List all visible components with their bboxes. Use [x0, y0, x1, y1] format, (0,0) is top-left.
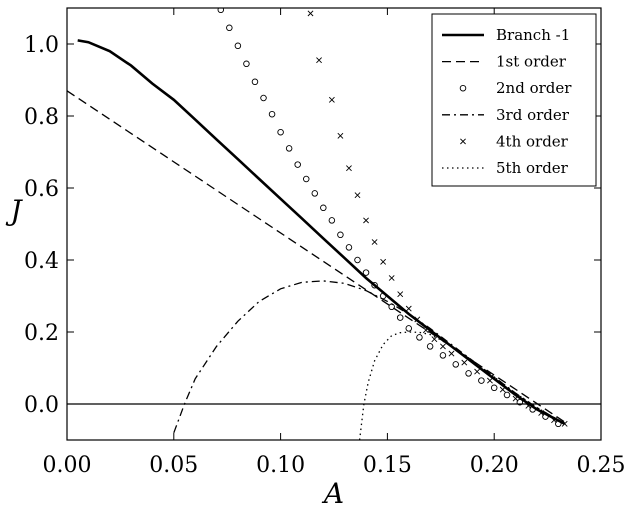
y-tick-label: 0.8: [24, 105, 59, 130]
point-2nd-order: [416, 334, 423, 341]
point-4th-order: [440, 343, 446, 350]
series-1st-order: [67, 90, 566, 423]
point-4th-order: [431, 336, 438, 343]
point-2nd-order: [426, 343, 434, 350]
point-4th-order: [487, 377, 493, 384]
point-4th-order: [525, 402, 532, 409]
point-2nd-order: [320, 204, 327, 212]
x-tick-label: 0.20: [470, 453, 519, 478]
point-4th-order: [328, 96, 335, 103]
legend-swatch-4th-order: [460, 138, 466, 145]
point-4th-order: [397, 291, 404, 298]
x-tick-label: 0.15: [363, 453, 412, 478]
point-2nd-order: [452, 361, 460, 368]
point-4th-order: [346, 165, 352, 172]
x-tick-label: 0.10: [256, 453, 305, 478]
y-tick-label: 1.0: [24, 33, 59, 58]
legend-label-2nd-order: 2nd order: [496, 79, 572, 97]
point-2nd-order: [490, 384, 498, 392]
point-4th-order: [461, 359, 468, 366]
point-2nd-order: [354, 256, 361, 264]
point-2nd-order: [555, 420, 562, 428]
point-2nd-order: [405, 325, 413, 332]
point-2nd-order: [337, 231, 344, 239]
point-4th-order: [337, 132, 344, 139]
point-2nd-order: [302, 175, 310, 183]
point-2nd-order: [542, 413, 549, 420]
legend-swatch-2nd-order: [459, 84, 467, 92]
point-2nd-order: [234, 42, 242, 50]
point-2nd-order: [516, 398, 524, 406]
point-2nd-order: [388, 303, 395, 311]
point-4th-order: [363, 217, 369, 224]
y-axis-label: J: [5, 194, 23, 227]
x-tick-label: 0.00: [43, 453, 92, 478]
series-3rd-order: [173, 280, 566, 434]
point-4th-order: [448, 350, 455, 357]
point-2nd-order: [277, 128, 284, 136]
point-2nd-order: [226, 24, 233, 32]
y-tick-label: 0.2: [24, 321, 59, 346]
point-4th-order: [512, 395, 519, 402]
point-2nd-order: [328, 217, 336, 224]
point-4th-order: [388, 275, 395, 281]
point-4th-order: [474, 368, 481, 375]
point-4th-order: [538, 410, 545, 416]
x-tick-label: 0.05: [149, 453, 198, 478]
legend-box: [431, 13, 597, 187]
point-2nd-order: [371, 281, 378, 289]
point-4th-order: [405, 305, 412, 312]
point-4th-order: [316, 57, 322, 64]
point-4th-order: [414, 316, 421, 323]
point-2nd-order: [503, 391, 511, 399]
plot-frame: [66, 7, 602, 441]
point-2nd-order: [243, 60, 250, 68]
y-tick-label: 0.4: [24, 249, 59, 274]
point-2nd-order: [529, 406, 536, 413]
point-2nd-order: [311, 190, 319, 197]
point-4th-order: [422, 327, 429, 334]
legend-label-5th-order: 5th order: [496, 159, 569, 177]
point-4th-order: [307, 10, 314, 17]
legend: Branch -1 1st order 2nd order 3rd order 4th …: [431, 13, 597, 187]
point-2nd-order: [478, 377, 485, 384]
point-2nd-order: [294, 161, 301, 168]
y-tick-label: 0.6: [24, 177, 59, 202]
legend-label-4th-order: 4th order: [496, 132, 569, 150]
point-2nd-order: [268, 110, 276, 118]
point-2nd-order: [396, 314, 404, 321]
plot-area: [67, 8, 601, 440]
point-4th-order: [354, 192, 361, 199]
axis-ticks: 0.00 0.05 0.10 0.15 0.20 0.25 0.0 0.2 0.4 0.6 0.8 1…: [24, 8, 625, 478]
point-2nd-order: [285, 145, 293, 152]
point-4th-order: [499, 386, 506, 393]
y-tick-label: 0.0: [24, 393, 59, 418]
point-2nd-order: [439, 352, 447, 359]
legend-label-1st-order: 1st order: [496, 53, 567, 71]
legend-label-3rd-order: 3rd order: [496, 106, 570, 124]
point-2nd-order: [362, 269, 370, 276]
series-5th-order: [358, 331, 566, 440]
point-2nd-order: [260, 94, 267, 102]
point-4th-order: [551, 417, 557, 424]
series-branch-1: [77, 39, 566, 425]
legend-label-branch-1: Branch -1: [496, 26, 570, 44]
point-2nd-order: [217, 8, 225, 14]
x-tick-label: 0.25: [577, 453, 626, 478]
x-axis-label: A: [321, 477, 344, 509]
point-2nd-order: [345, 244, 353, 251]
point-2nd-order: [251, 78, 259, 86]
point-2nd-order: [465, 370, 472, 377]
point-4th-order: [380, 258, 387, 265]
point-4th-order: [371, 239, 378, 245]
